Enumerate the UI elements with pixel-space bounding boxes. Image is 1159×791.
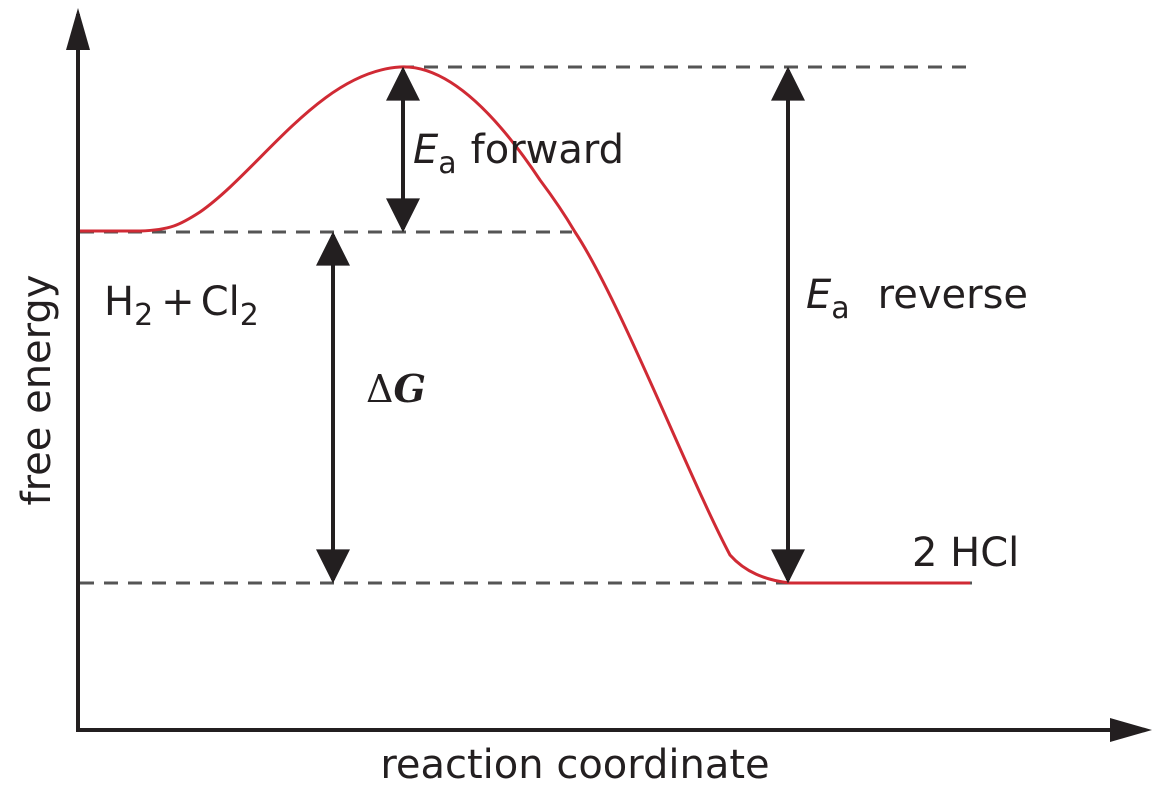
delta: Δ xyxy=(366,367,393,411)
reactants-label: H2 + Cl2 xyxy=(104,279,259,333)
cl: Cl xyxy=(201,279,240,325)
reverse: reverse xyxy=(878,272,1028,318)
y-axis-arrow xyxy=(66,8,90,50)
x-axis-arrow xyxy=(1110,718,1152,742)
a-subscript: a xyxy=(438,146,456,181)
a-subscript: a xyxy=(831,291,849,326)
y-axis-label: free energy xyxy=(14,275,60,506)
ea-forward-label: Ea forward xyxy=(413,127,624,181)
h-subscript: 2 xyxy=(134,298,153,333)
plus: + xyxy=(161,279,195,325)
e: E xyxy=(806,272,832,318)
ea-reverse-label: Ea reverse xyxy=(806,272,1028,326)
e: E xyxy=(413,127,439,173)
delta-g-label: ΔG xyxy=(366,366,426,411)
cl-subscript: 2 xyxy=(240,298,259,333)
h: H xyxy=(104,279,134,325)
g: G xyxy=(393,366,425,411)
products-label: 2 HCl xyxy=(912,530,1019,576)
x-axis-label: reaction coordinate xyxy=(380,742,769,788)
energy-curve xyxy=(80,65,970,585)
forward: forward xyxy=(471,127,624,173)
